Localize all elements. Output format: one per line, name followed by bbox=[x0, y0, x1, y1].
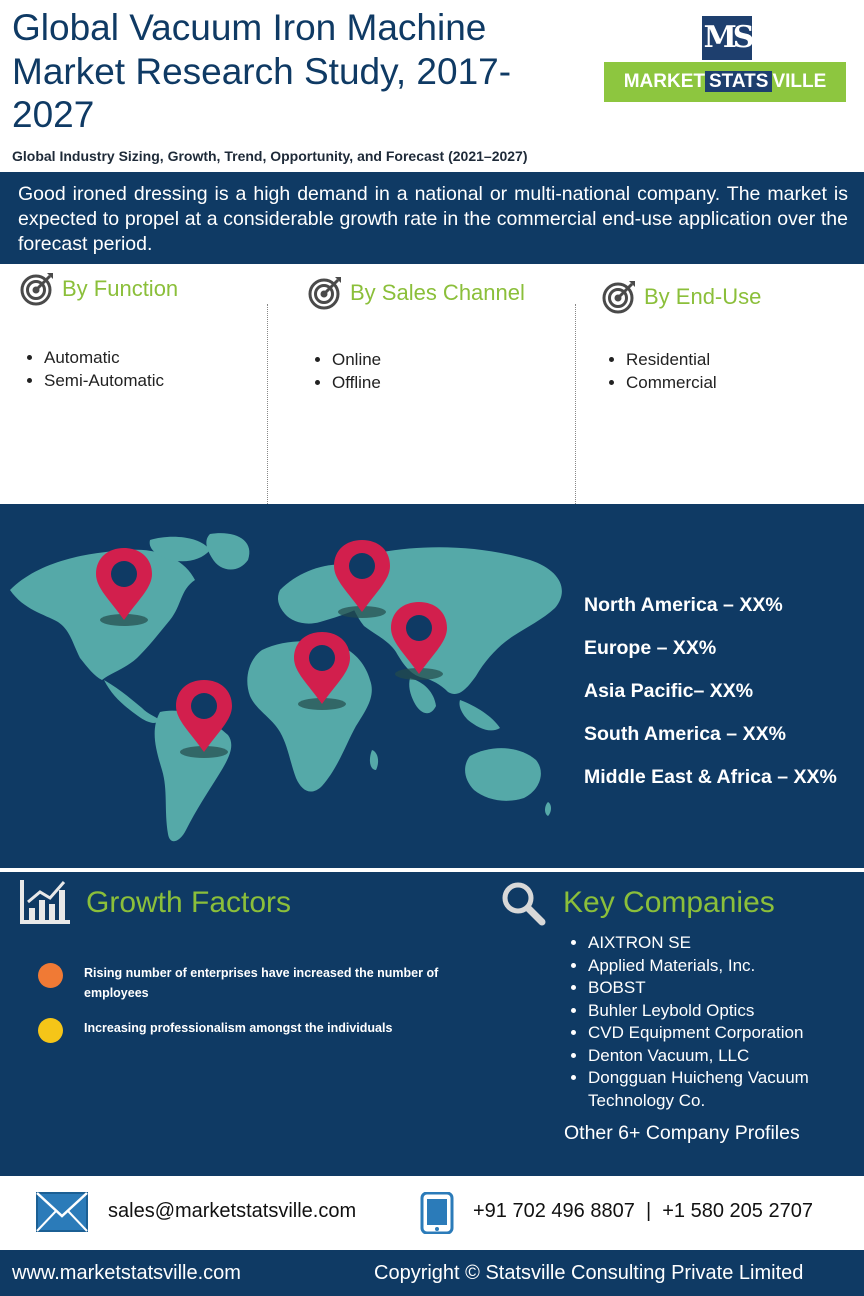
segment-list: Online Offline bbox=[308, 348, 381, 394]
company-logo: MS MARKET STATS VILLE bbox=[604, 16, 846, 102]
map-pin-icon bbox=[96, 548, 152, 626]
segment-title: By End-Use bbox=[644, 284, 762, 309]
list-item: BOBST bbox=[588, 977, 864, 1000]
website-link[interactable]: www.marketstatsville.com bbox=[12, 1262, 241, 1284]
map-pin-icon bbox=[334, 540, 390, 618]
region-asia-pacific: Asia Pacific– XX% bbox=[584, 680, 754, 702]
growth-factors-title: Growth Factors bbox=[86, 886, 292, 919]
column-divider bbox=[267, 304, 268, 504]
segment-function: By Function Automatic Semi-Automatic bbox=[20, 272, 260, 504]
list-item: Online bbox=[332, 348, 381, 371]
region-north-america: North America – XX% bbox=[584, 594, 783, 616]
world-map-illustration bbox=[10, 533, 562, 842]
list-item: Offline bbox=[332, 371, 381, 394]
segment-end-use: By End-Use Residential Commercial bbox=[602, 280, 852, 512]
footer-bar bbox=[0, 1250, 864, 1296]
phone-numbers[interactable]: +91 702 496 8807 | +1 580 205 2707 bbox=[473, 1200, 813, 1222]
factors-companies-section bbox=[0, 872, 864, 1176]
copyright-text: Copyright © Statsville Consulting Privat… bbox=[374, 1262, 804, 1284]
segment-header: By End-Use bbox=[602, 280, 761, 314]
target-icon bbox=[308, 277, 341, 310]
segment-sales-channel: By Sales Channel Online Offline bbox=[308, 276, 568, 508]
page-title: Global Vacuum Iron Machine Market Resear… bbox=[12, 7, 512, 136]
list-item: CVD Equipment Corporation bbox=[588, 1022, 864, 1045]
list-item: Denton Vacuum, LLC bbox=[588, 1045, 864, 1068]
map-pin-icon bbox=[391, 602, 447, 680]
target-icon bbox=[602, 281, 635, 314]
logo-word-mid: STATS bbox=[704, 71, 773, 92]
list-item: Dongguan Huicheng Vacuum Technology Co. bbox=[588, 1067, 864, 1112]
logo-word-left: MARKET bbox=[623, 71, 705, 92]
magnifier-icon bbox=[502, 882, 546, 926]
map-pin-icon bbox=[176, 680, 232, 758]
growth-factor-item: Rising number of enterprises have increa… bbox=[84, 966, 439, 1000]
map-pin-icon bbox=[294, 632, 350, 710]
bullet-dot-orange bbox=[38, 963, 63, 988]
bar-chart-icon bbox=[20, 880, 70, 924]
key-companies-title: Key Companies bbox=[563, 886, 775, 919]
segment-header: By Sales Channel bbox=[308, 276, 525, 310]
email-icon bbox=[36, 1192, 88, 1232]
growth-factor-item: Increasing professionalism amongst the i… bbox=[84, 1021, 393, 1035]
contact-phone: +91 702 496 8807 | +1 580 205 2707 bbox=[473, 1200, 813, 1223]
key-companies-list: AIXTRON SE Applied Materials, Inc. BOBST… bbox=[564, 932, 864, 1112]
segment-list: Residential Commercial bbox=[602, 348, 717, 394]
logo-wordmark: MARKET STATS VILLE bbox=[604, 62, 846, 102]
column-divider bbox=[575, 304, 576, 504]
list-item: Applied Materials, Inc. bbox=[588, 955, 864, 978]
logo-word-right: VILLE bbox=[772, 71, 827, 92]
target-icon bbox=[20, 273, 53, 306]
page-subtitle: Global Industry Sizing, Growth, Trend, O… bbox=[12, 148, 528, 164]
segment-title: By Sales Channel bbox=[350, 280, 525, 305]
region-middle-east-africa: Middle East & Africa – XX% bbox=[584, 766, 837, 788]
list-item: Buhler Leybold Optics bbox=[588, 1000, 864, 1023]
segment-title: By Function bbox=[62, 276, 179, 301]
list-item: Commercial bbox=[626, 371, 717, 394]
region-europe: Europe – XX% bbox=[584, 637, 717, 659]
intro-text: Good ironed dressing is a high demand in… bbox=[0, 172, 864, 264]
segment-list: Automatic Semi-Automatic bbox=[20, 346, 164, 392]
continents bbox=[10, 533, 562, 842]
list-item: Residential bbox=[626, 348, 717, 371]
contact-email[interactable]: sales@marketstatsville.com bbox=[108, 1200, 357, 1222]
bullet-dot-yellow bbox=[38, 1018, 63, 1043]
region-south-america: South America – XX% bbox=[584, 723, 786, 745]
list-item: Automatic bbox=[44, 346, 164, 369]
list-item: Semi-Automatic bbox=[44, 369, 164, 392]
list-item: AIXTRON SE bbox=[588, 932, 864, 955]
mobile-phone-icon bbox=[420, 1192, 454, 1234]
map-pins bbox=[96, 540, 447, 758]
segment-header: By Function bbox=[20, 272, 178, 306]
logo-mark: MS bbox=[702, 16, 754, 60]
more-companies-text: Other 6+ Company Profiles bbox=[564, 1122, 800, 1144]
